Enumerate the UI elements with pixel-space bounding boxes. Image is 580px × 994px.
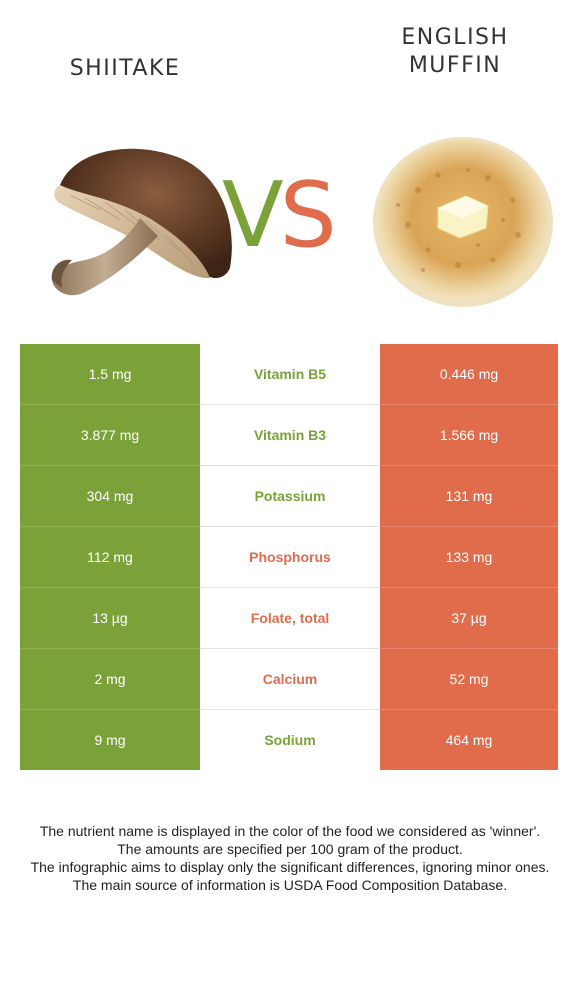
footnote-line: The main source of information is USDA F… <box>72 877 508 893</box>
right-value: 464 mg <box>380 709 558 770</box>
left-value: 112 mg <box>20 526 200 588</box>
left-food-title: SHIITAKE <box>69 56 181 81</box>
left-value: 304 mg <box>20 465 200 527</box>
nutrient-name: Vitamin B3 <box>200 404 380 466</box>
right-food-title: ENGLISH MUFFIN <box>360 24 550 80</box>
left-value: 13 µg <box>20 587 200 649</box>
left-value: 3.877 mg <box>20 404 200 466</box>
nutrient-name: Calcium <box>200 648 380 710</box>
footnote-line: The nutrient name is displayed in the co… <box>39 823 541 839</box>
nutrient-comparison-table: 1.5 mg Vitamin B5 0.446 mg 3.877 mg Vitamin … <box>20 344 558 770</box>
nutrient-name: Phosphorus <box>200 526 380 588</box>
table-row: 9 mg Sodium 464 mg <box>20 709 558 770</box>
nutrient-name: Folate, total <box>200 587 380 649</box>
table-row: 3.877 mg Vitamin B3 1.566 mg <box>20 404 558 466</box>
left-value: 1.5 mg <box>20 344 200 405</box>
shiitake-mushroom-image <box>40 140 240 305</box>
right-value: 1.566 mg <box>380 404 558 466</box>
nutrient-name: Vitamin B5 <box>200 344 380 405</box>
left-value: 2 mg <box>20 648 200 710</box>
table-row: 1.5 mg Vitamin B5 0.446 mg <box>20 344 558 405</box>
right-value: 52 mg <box>380 648 558 710</box>
footnote: The nutrient name is displayed in the co… <box>20 822 560 894</box>
right-value: 133 mg <box>380 526 558 588</box>
versus-label: VS <box>222 168 337 264</box>
footnote-line: The amounts are specified per 100 gram o… <box>117 841 463 857</box>
table-row: 304 mg Potassium 131 mg <box>20 465 558 527</box>
right-value: 37 µg <box>380 587 558 649</box>
versus-s: S <box>279 163 337 268</box>
versus-v: V <box>222 163 284 268</box>
nutrient-name: Sodium <box>200 709 380 770</box>
table-row: 2 mg Calcium 52 mg <box>20 648 558 710</box>
nutrient-name: Potassium <box>200 465 380 527</box>
left-value: 9 mg <box>20 709 200 770</box>
right-food-title-line2: MUFFIN <box>408 53 502 78</box>
table-row: 13 µg Folate, total 37 µg <box>20 587 558 649</box>
table-row: 112 mg Phosphorus 133 mg <box>20 526 558 588</box>
right-value: 131 mg <box>380 465 558 527</box>
right-value: 0.446 mg <box>380 344 558 405</box>
footnote-line: The infographic aims to display only the… <box>30 859 550 875</box>
right-food-title-line1: ENGLISH <box>401 25 509 50</box>
english-muffin-image <box>368 130 558 310</box>
